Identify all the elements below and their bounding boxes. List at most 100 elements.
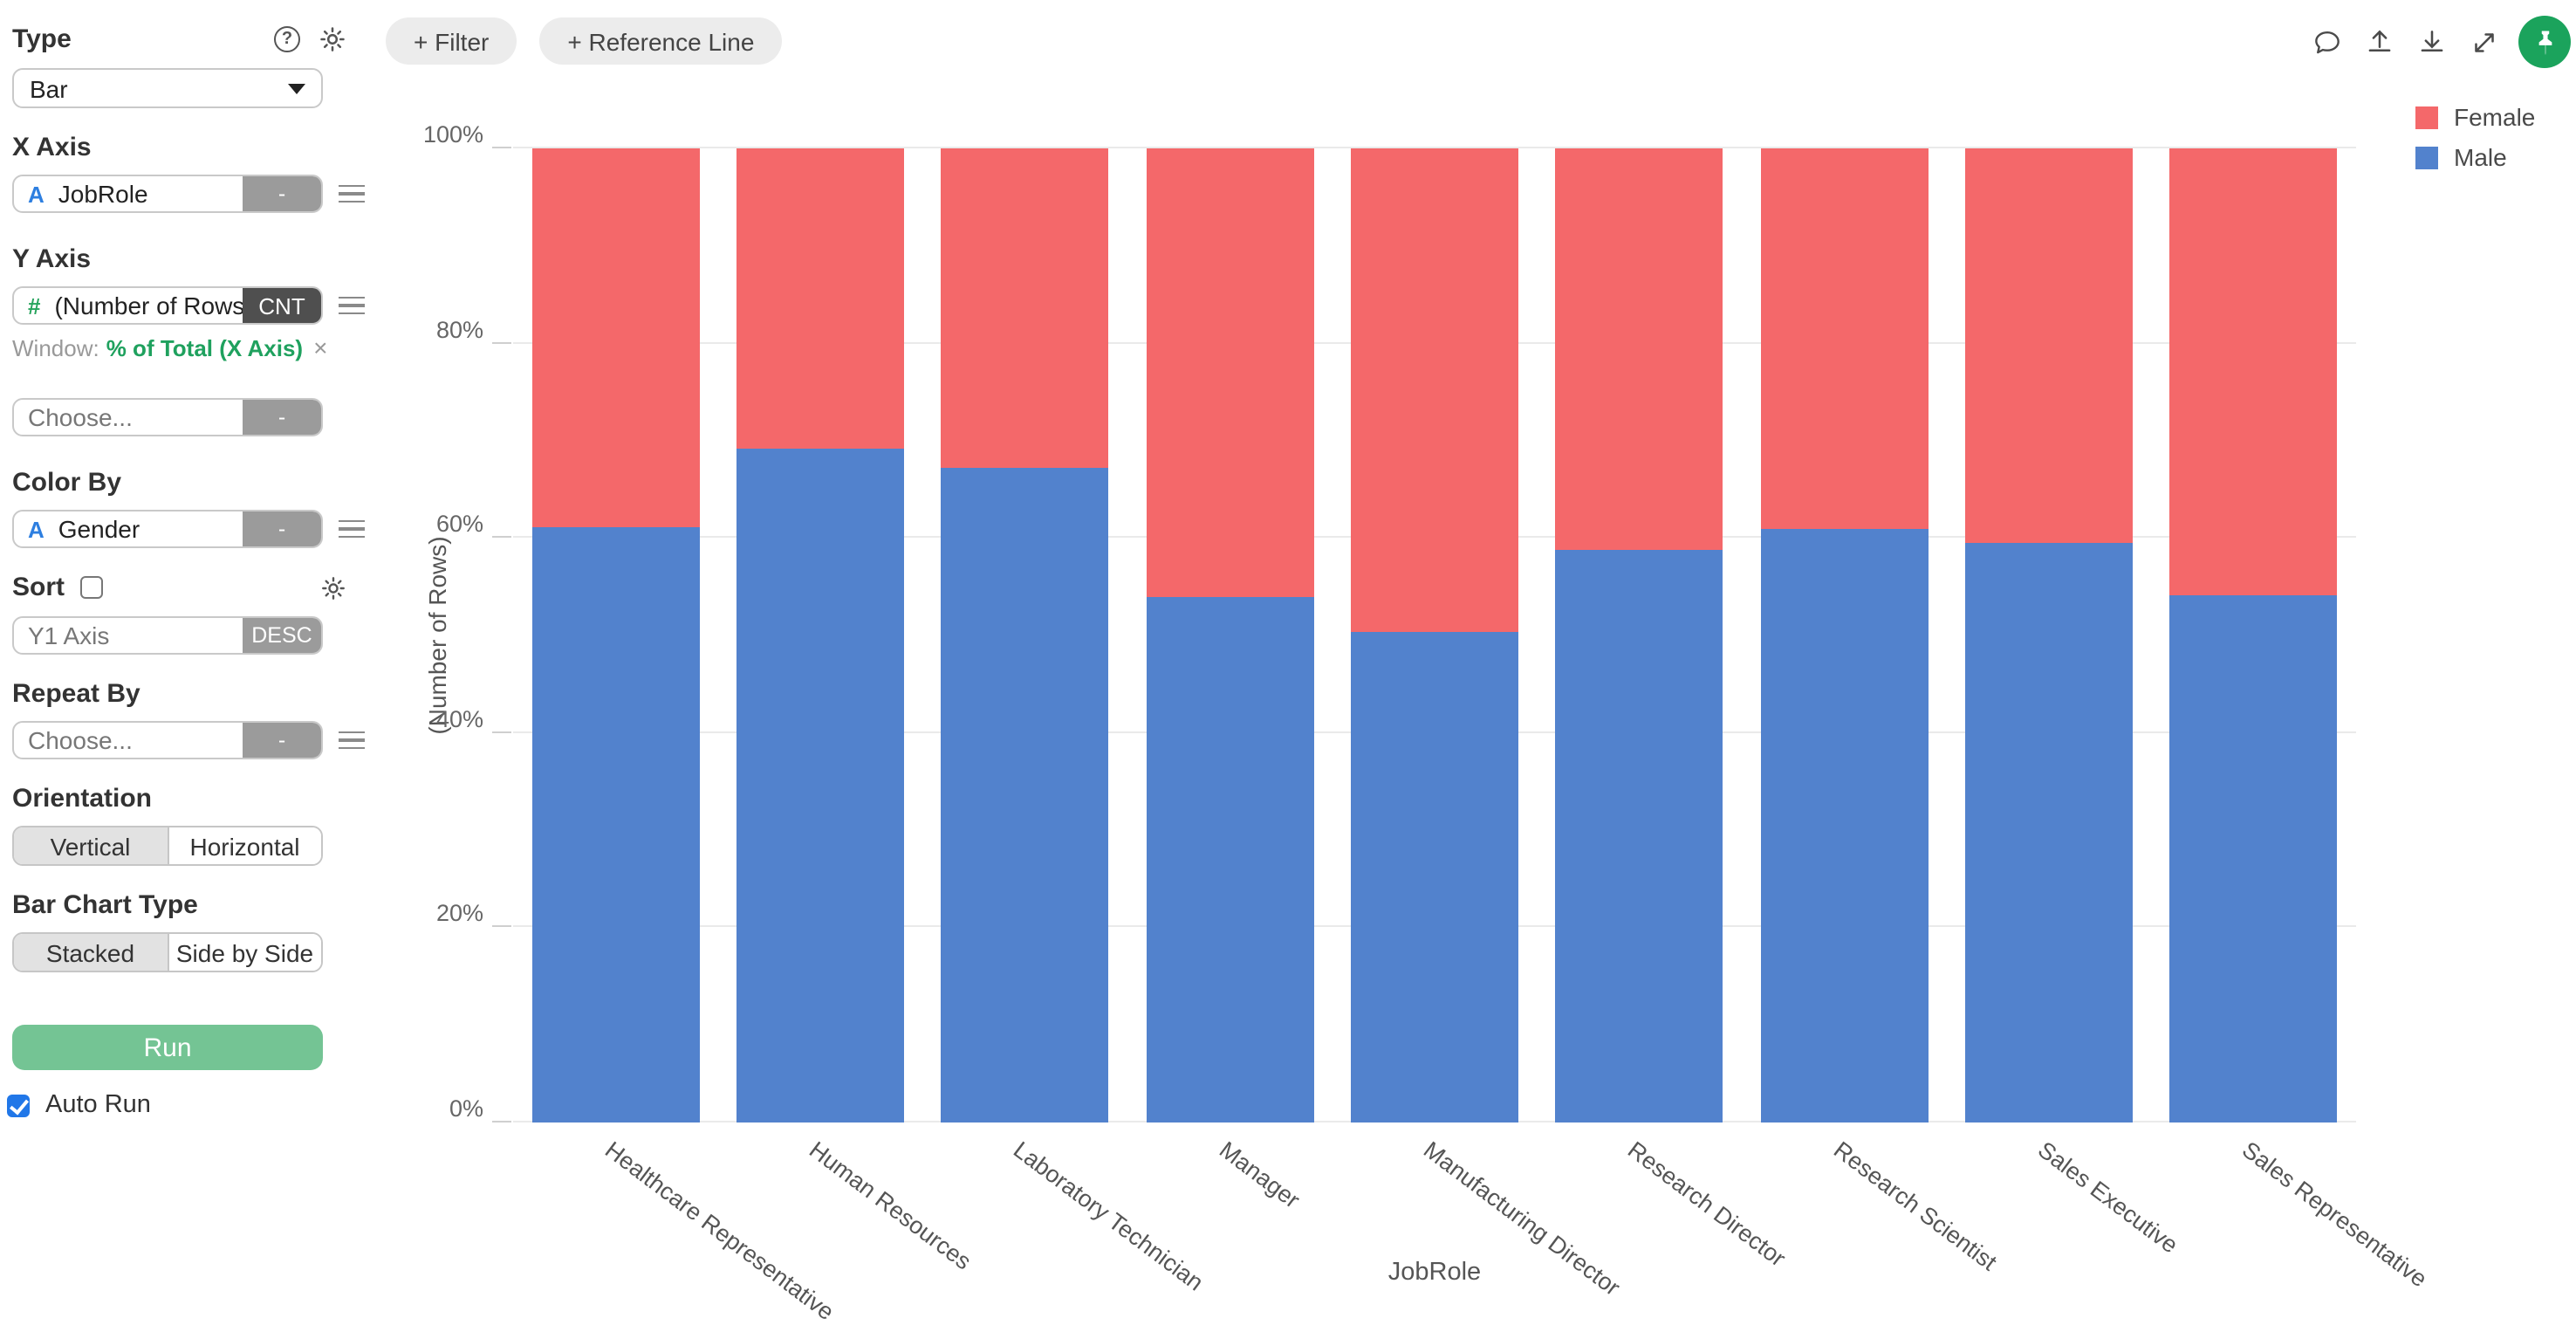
chart-type-select[interactable]: Bar: [12, 68, 323, 108]
bar-segment-female[interactable]: [1555, 148, 1723, 550]
repeat-by-agg-button[interactable]: -: [243, 723, 321, 758]
bar-segment-male[interactable]: [1350, 632, 1519, 1122]
color-by-agg-button[interactable]: -: [243, 511, 321, 546]
y-tick-label: 20%: [435, 900, 483, 927]
bar-slot-5: Manufacturing Director: [1333, 148, 1625, 1301]
y-tick-label: 80%: [435, 316, 483, 343]
legend-item-male[interactable]: Male: [2415, 143, 2535, 171]
bar-segment-female[interactable]: [1760, 148, 1929, 529]
window-prefix: Window:: [12, 334, 99, 360]
y-axis-field-pill[interactable]: # (Number of Rows) CNT: [12, 286, 323, 325]
bar-chart-type-label: Bar Chart Type: [12, 890, 198, 920]
sidebar: Type ? Bar X Axis A JobRole -: [0, 0, 377, 1297]
x-tick-label: Research Director: [1623, 1136, 1792, 1272]
numeric-type-icon: #: [28, 292, 41, 319]
comment-icon[interactable]: [2309, 24, 2346, 60]
bar-slot-9: Sales Representative: [2151, 148, 2433, 1292]
y-axis-field-name: (Number of Rows): [54, 292, 253, 319]
repeat-by-placeholder: Choose...: [28, 726, 133, 754]
pin-avatar-button[interactable]: [2518, 16, 2571, 68]
sort-axis-pill[interactable]: Y1 Axis DESC: [12, 616, 323, 655]
sort-checkbox[interactable]: [80, 576, 103, 599]
y-axis-choose-pill[interactable]: Choose... -: [12, 398, 323, 436]
x-tick-label: Manager: [1214, 1136, 1305, 1214]
y-tick-label: 40%: [435, 705, 483, 732]
bar-segment-male[interactable]: [1146, 597, 1314, 1122]
chart-settings-icon[interactable]: [318, 24, 347, 54]
bar-segment-female[interactable]: [531, 148, 700, 528]
run-button[interactable]: Run: [12, 1025, 323, 1070]
y-tick-label: 100%: [422, 121, 483, 148]
upload-icon[interactable]: [2361, 24, 2398, 60]
bar-segment-female[interactable]: [736, 148, 905, 449]
auto-run-checkbox[interactable]: [7, 1094, 30, 1116]
bar-segment-male[interactable]: [531, 527, 700, 1122]
color-by-field-pill[interactable]: A Gender -: [12, 510, 323, 548]
add-filter-button[interactable]: + Filter: [386, 17, 517, 65]
sort-axis-placeholder: Y1 Axis: [28, 621, 110, 649]
bar-type-option-stacked[interactable]: Stacked: [14, 934, 168, 971]
y-tick-label: 0%: [449, 1095, 483, 1122]
y-axis-label: Y Axis: [12, 244, 92, 274]
y-axis-title: (Number of Rows): [424, 536, 452, 735]
x-axis-field-pill[interactable]: A JobRole -: [12, 175, 323, 213]
sort-label: Sort: [12, 573, 65, 602]
x-axis-label: X Axis: [12, 133, 92, 162]
x-axis-menu-icon[interactable]: [339, 184, 365, 203]
bar-segment-male[interactable]: [2169, 594, 2338, 1122]
legend-swatch: [2415, 146, 2438, 168]
bar-segment-female[interactable]: [1146, 148, 1314, 598]
orientation-toggle: Vertical Horizontal: [12, 826, 323, 866]
add-reference-line-button[interactable]: + Reference Line: [539, 17, 783, 65]
orientation-option-vertical[interactable]: Vertical: [14, 827, 168, 864]
legend: Female Male: [2415, 103, 2535, 171]
window-calculation-link[interactable]: % of Total (X Axis): [106, 334, 304, 360]
y-axis-agg-button[interactable]: CNT: [243, 288, 321, 323]
bar-slot-6: Research Director: [1537, 148, 1791, 1272]
y-tick-mark: [492, 925, 511, 928]
repeat-by-menu-icon[interactable]: [339, 731, 365, 750]
auto-run-label: Auto Run: [45, 1091, 151, 1119]
chart-toolbar: + Filter + Reference Line: [386, 17, 783, 65]
legend-label: Male: [2454, 143, 2507, 171]
bar-segment-female[interactable]: [1964, 148, 2134, 543]
sort-order-button[interactable]: DESC: [243, 618, 321, 653]
bar-segment-male[interactable]: [941, 468, 1109, 1122]
y-tick-mark: [492, 147, 511, 148]
y-tick-label: 60%: [435, 511, 483, 538]
y-axis-choose-agg-button[interactable]: -: [243, 400, 321, 435]
type-label: Type: [12, 24, 72, 54]
help-icon[interactable]: ?: [274, 26, 300, 52]
caret-down-icon: [288, 83, 305, 93]
download-icon[interactable]: [2414, 24, 2450, 60]
bar-segment-female[interactable]: [1350, 148, 1519, 633]
x-axis-title: JobRole: [1387, 1259, 1482, 1287]
bar-segment-male[interactable]: [1760, 528, 1929, 1122]
bar-segment-male[interactable]: [1555, 549, 1723, 1122]
character-type-icon: A: [28, 516, 45, 542]
orientation-label: Orientation: [12, 784, 153, 814]
y-axis-menu-icon[interactable]: [339, 296, 365, 315]
bar-type-option-side-by-side[interactable]: Side by Side: [168, 934, 321, 971]
bar-slot-1: Healthcare Representative: [513, 148, 839, 1325]
orientation-option-horizontal[interactable]: Horizontal: [168, 827, 321, 864]
bar-segment-female[interactable]: [2169, 148, 2338, 595]
sort-settings-icon[interactable]: [319, 573, 347, 601]
bar-slot-3: Laboratory Technician: [922, 148, 1209, 1296]
x-tick-label: Research Scientist: [1828, 1136, 2002, 1276]
app: Type ? Bar X Axis A JobRole -: [0, 0, 2576, 1297]
bar-segment-female[interactable]: [941, 148, 1109, 469]
expand-icon[interactable]: [2466, 24, 2503, 60]
y-tick-mark: [492, 341, 511, 344]
repeat-by-choose-pill[interactable]: Choose... -: [12, 721, 323, 759]
bar-slot-2: Human Resources: [718, 148, 976, 1275]
color-by-field-name: Gender: [58, 515, 140, 543]
plot-area: (Number of Rows) JobRole 0% 20% 40% 60% 80% 1…: [423, 121, 2433, 1325]
legend-item-female[interactable]: Female: [2415, 103, 2535, 131]
bar-segment-male[interactable]: [1964, 543, 2134, 1122]
bar-slot-8: Sales Executive: [1947, 148, 2182, 1259]
window-remove-icon[interactable]: ×: [313, 333, 328, 361]
color-by-menu-icon[interactable]: [339, 519, 365, 539]
bar-segment-male[interactable]: [736, 448, 905, 1122]
x-axis-agg-button[interactable]: -: [243, 176, 321, 211]
